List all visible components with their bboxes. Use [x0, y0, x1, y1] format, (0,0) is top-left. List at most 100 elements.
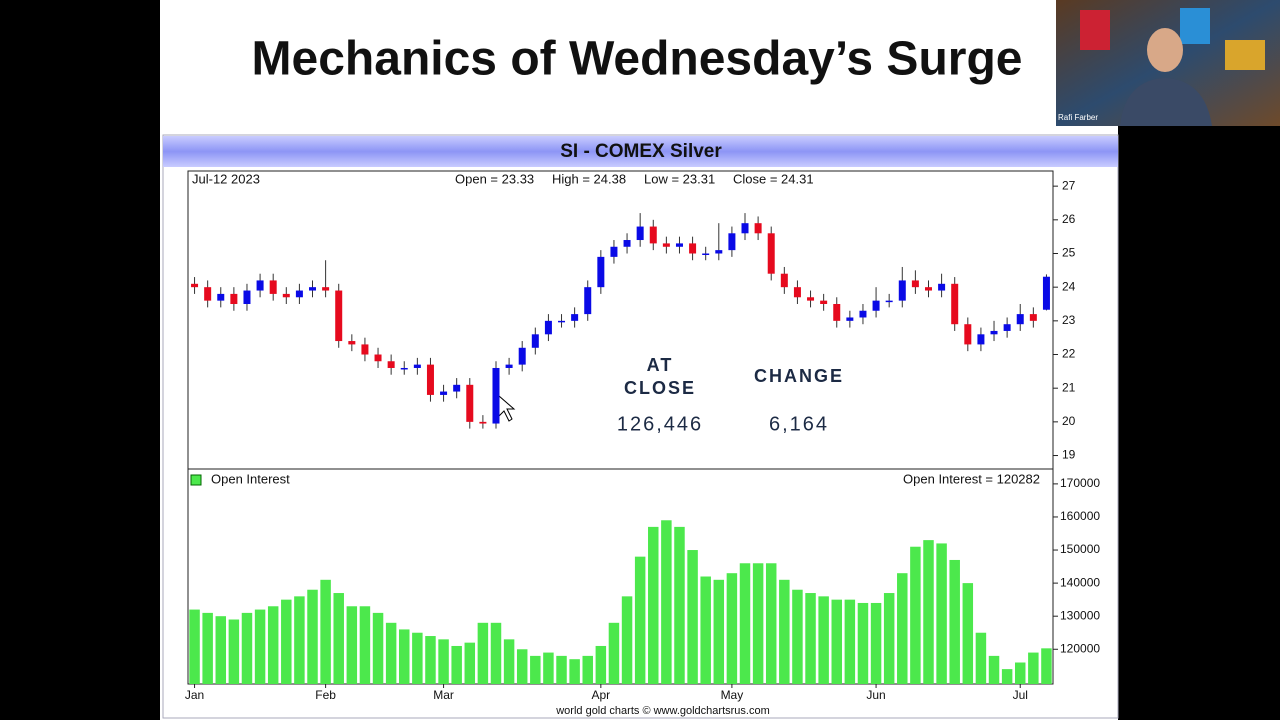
bar: [556, 655, 567, 684]
candle-body: [518, 347, 526, 365]
candle-body: [767, 233, 775, 274]
bar: [739, 563, 751, 684]
candle-body: [793, 287, 801, 298]
bar: [648, 526, 659, 684]
candle-body: [754, 223, 762, 234]
chart-header: [163, 136, 1118, 167]
bar: [438, 639, 449, 684]
candle-body: [453, 384, 461, 392]
annotation: CLOSE: [624, 378, 696, 398]
bar: [372, 612, 384, 684]
bar: [267, 606, 279, 684]
candle-body: [610, 246, 618, 257]
candle-body: [426, 364, 434, 395]
y-tick-label: 160000: [1060, 509, 1100, 523]
bar: [949, 559, 960, 684]
oi-plot: [187, 468, 1054, 685]
candle-body: [780, 273, 788, 288]
bar: [503, 639, 515, 684]
bar: [936, 543, 947, 684]
y-tick-label: 21: [1062, 380, 1076, 394]
y-tick-label: 26: [1062, 212, 1076, 226]
webcam-decor: [1225, 40, 1265, 70]
chart-title: SI - COMEX Silver: [560, 141, 722, 162]
bar: [726, 573, 738, 684]
candle-body: [544, 320, 552, 335]
candle-body: [243, 290, 251, 305]
bar: [569, 659, 580, 684]
x-tick-label: Mar: [433, 688, 454, 702]
bar: [359, 606, 371, 684]
candle-body: [675, 243, 683, 247]
bar: [1041, 648, 1052, 684]
bar: [595, 645, 607, 684]
candle-body: [584, 287, 592, 315]
x-tick-label: Jun: [866, 688, 885, 702]
bar: [307, 589, 318, 684]
candle-body: [820, 300, 828, 305]
bar: [1001, 669, 1013, 684]
candle-body: [505, 364, 513, 368]
legend-swatch: [190, 474, 202, 486]
candle-body: [1003, 324, 1011, 331]
oi-value-label: Open Interest = 120282: [903, 471, 1040, 486]
y-tick-label: 22: [1062, 347, 1076, 361]
candle-body: [990, 330, 998, 335]
cursor: [498, 394, 516, 422]
bar: [1028, 652, 1039, 684]
y-tick-label: 20: [1062, 414, 1076, 428]
candle-body: [492, 367, 500, 424]
candle-body: [859, 310, 867, 318]
candle-body: [1029, 314, 1037, 321]
candle-body: [571, 314, 579, 321]
bar: [792, 589, 803, 684]
candle-body: [885, 300, 893, 303]
annotation: 126,446: [617, 413, 703, 435]
y-tick-label: 130000: [1060, 608, 1100, 622]
summary: Close = 24.31: [733, 171, 814, 186]
bar: [674, 526, 685, 684]
candle-body: [715, 250, 723, 254]
y-tick-label: 24: [1062, 279, 1076, 293]
presenter-name: Rafi Farber: [1058, 113, 1098, 122]
y-tick-label: 19: [1062, 448, 1076, 462]
bar: [608, 622, 620, 684]
candle-body: [322, 287, 330, 291]
candle-body: [230, 293, 238, 305]
webcam-decor: [1180, 8, 1210, 44]
bar: [451, 645, 462, 684]
bar: [490, 622, 502, 684]
candle-body: [531, 334, 539, 348]
bar: [831, 599, 842, 684]
bar: [215, 616, 227, 684]
bar: [765, 563, 777, 684]
candle-body: [689, 243, 697, 254]
candle-body: [872, 300, 880, 311]
annotation: 6,164: [769, 413, 829, 435]
bar: [805, 593, 816, 684]
y-tick-label: 23: [1062, 313, 1076, 327]
bar: [779, 579, 790, 684]
summary: Low = 23.31: [644, 171, 715, 186]
bar: [621, 596, 633, 684]
bar: [857, 602, 869, 684]
y-tick-label: 150000: [1060, 542, 1100, 556]
bar: [228, 619, 240, 684]
bar: [477, 622, 489, 684]
bar: [320, 579, 331, 684]
candle-body: [741, 223, 749, 234]
candle-body: [400, 367, 408, 370]
bar: [202, 612, 213, 684]
bar: [661, 520, 672, 684]
candle-body: [413, 364, 421, 368]
bar: [752, 563, 764, 684]
summary: Open = 23.33: [455, 171, 534, 186]
candle-body: [374, 354, 382, 362]
candle-body: [466, 384, 474, 422]
bar: [425, 636, 436, 684]
y-tick-label: 25: [1062, 246, 1076, 260]
candle-body: [728, 233, 736, 251]
candle-body: [833, 304, 841, 321]
candle-body: [335, 290, 343, 342]
